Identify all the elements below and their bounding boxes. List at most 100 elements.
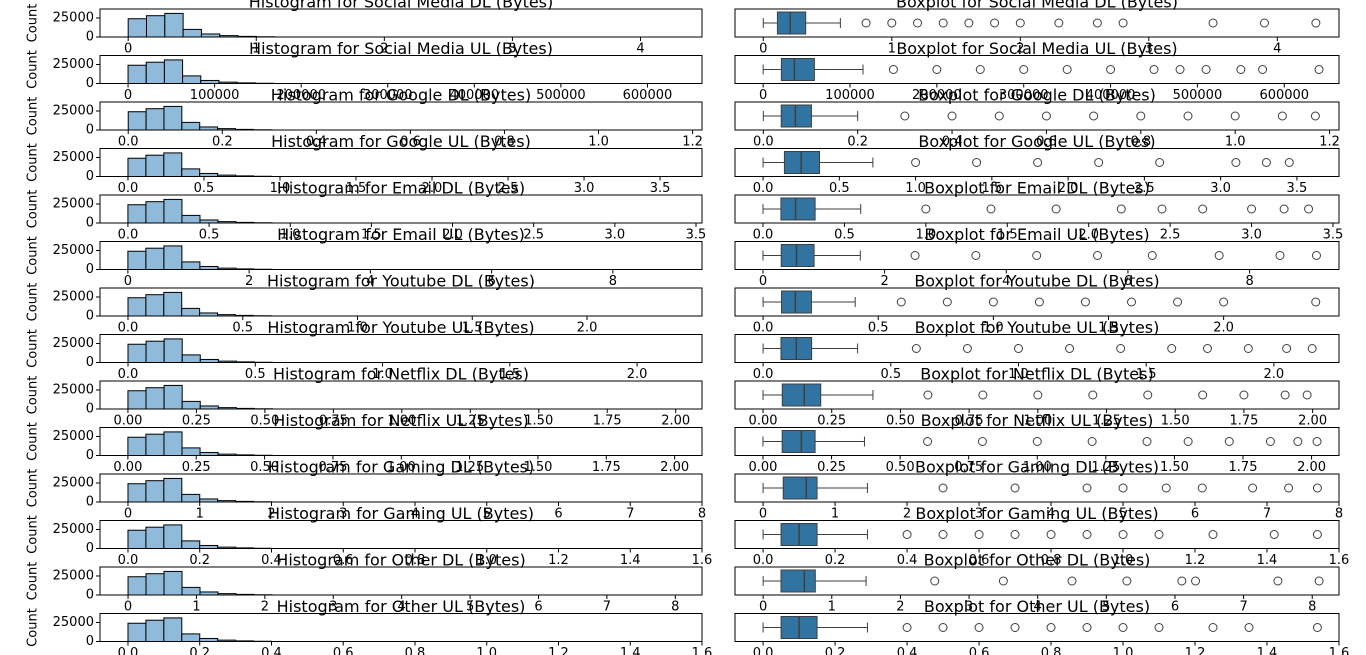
- x-tick-label: 0.0: [118, 135, 139, 150]
- outlier: [1010, 530, 1020, 539]
- outlier: [1258, 65, 1268, 74]
- x-tick-label: 4: [411, 507, 419, 522]
- outlier: [1311, 251, 1321, 260]
- chart-title: Boxplot for Email UL (Bytes): [924, 225, 1149, 244]
- outlier: [1116, 204, 1126, 214]
- outlier: [923, 437, 933, 446]
- outlier: [1122, 576, 1132, 586]
- x-tick-label: 600000: [623, 88, 673, 103]
- histogram-bar: [145, 526, 165, 550]
- chart-title: Histogram for Google DL (Bytes): [271, 86, 531, 105]
- histogram-bar: [182, 75, 202, 84]
- x-tick-label: 1.0: [280, 228, 301, 243]
- y-tick-label: 0: [86, 123, 94, 138]
- outlier: [1183, 111, 1193, 121]
- axes-frame: [734, 101, 1340, 131]
- outlier: [1041, 111, 1051, 121]
- axes-frame: [99, 194, 703, 224]
- x-tick-label: 3.0: [1241, 228, 1262, 243]
- x-tick-label: 1.25: [456, 414, 485, 429]
- histogram-bar: [181, 168, 201, 178]
- outlier: [990, 18, 1000, 28]
- y-tick-label: 0: [86, 402, 94, 417]
- x-tick-label: 4: [398, 600, 406, 615]
- x-tick-label: 1.5: [1098, 321, 1119, 336]
- x-tick-label: 1.5: [982, 181, 1003, 196]
- x-tick-label: 7: [603, 600, 611, 615]
- outlier: [975, 65, 985, 74]
- x-tick-label: 0.0: [118, 321, 139, 336]
- x-tick-label: 1.5: [997, 228, 1018, 243]
- x-tick-label: 0.6: [400, 135, 421, 150]
- outlier: [1088, 390, 1098, 400]
- outlier: [1094, 158, 1104, 167]
- outlier: [1231, 158, 1241, 167]
- axes-frame: [99, 55, 703, 84]
- x-tick-label: 3.5: [650, 181, 671, 196]
- outlier: [1173, 297, 1183, 307]
- y-tick-label: 25000: [53, 382, 94, 397]
- box: [780, 569, 816, 593]
- outlier: [1293, 437, 1303, 446]
- x-tick-label: 2.0: [1058, 181, 1079, 196]
- y-tick-label: 25000: [53, 615, 94, 630]
- y-axis-label: Count: [26, 143, 41, 182]
- x-tick-label: 200000: [276, 88, 326, 103]
- box: [781, 290, 812, 314]
- histogram-bar: [182, 28, 202, 38]
- x-tick-label: 1: [192, 600, 200, 615]
- x-tick-label: 1.5: [499, 367, 520, 382]
- axes-frame: [99, 8, 703, 38]
- histogram-bar: [127, 157, 147, 178]
- histogram-bar: [145, 108, 165, 131]
- x-tick-label: 500000: [536, 88, 586, 103]
- outlier: [998, 576, 1008, 586]
- x-tick-label: 0: [124, 42, 132, 57]
- box: [780, 197, 816, 221]
- x-tick-label: 0.2: [847, 135, 868, 150]
- x-tick-label: 2: [267, 507, 275, 522]
- x-tick-label: 0.8: [405, 646, 426, 655]
- outlier: [930, 576, 940, 586]
- x-tick-label: 1.2: [1185, 646, 1206, 655]
- histogram-bar: [127, 436, 147, 457]
- outlier: [1236, 65, 1246, 74]
- x-tick-label: 6: [1171, 600, 1179, 615]
- chart-title: Histogram for Gaming DL (Bytes): [268, 458, 535, 477]
- x-tick-label: 1.0: [983, 321, 1004, 336]
- outlier: [988, 297, 998, 307]
- outlier: [1118, 18, 1128, 28]
- chart-title: Histogram for Social Media UL (Bytes): [249, 39, 553, 58]
- outlier: [962, 344, 972, 353]
- x-tick-label: 2.0: [422, 181, 443, 196]
- x-tick-label: 7: [1239, 600, 1247, 615]
- axes-frame: [734, 473, 1340, 503]
- outlier: [974, 530, 984, 539]
- x-tick-label: 1.2: [1185, 553, 1206, 568]
- x-tick-label: 0.25: [817, 414, 846, 429]
- y-axis-label: Count: [26, 562, 41, 601]
- outlier: [1067, 576, 1077, 586]
- x-tick-label: 0.0: [118, 228, 139, 243]
- outlier: [1010, 623, 1020, 632]
- y-axis-label: Count: [26, 515, 41, 554]
- outlier: [1175, 65, 1185, 74]
- x-tick-label: 2.00: [1298, 414, 1327, 429]
- x-tick-label: 6: [1124, 274, 1132, 289]
- x-tick-label: 1.25: [1091, 460, 1120, 475]
- x-tick-label: 0.4: [897, 553, 918, 568]
- x-tick-label: 1.0: [905, 181, 926, 196]
- chart-title: Boxplot for Youtube UL (Bytes): [915, 318, 1160, 337]
- x-tick-label: 0.00: [113, 460, 142, 475]
- outlier: [902, 623, 912, 632]
- x-tick-label: 0: [124, 88, 132, 103]
- box: [780, 244, 815, 267]
- box: [780, 58, 815, 81]
- box: [781, 383, 822, 407]
- x-tick-label: 1: [828, 600, 836, 615]
- histogram-bar: [181, 540, 201, 549]
- outlier: [1202, 344, 1212, 353]
- y-tick-label: 0: [86, 169, 94, 184]
- y-tick-label: 25000: [53, 568, 94, 583]
